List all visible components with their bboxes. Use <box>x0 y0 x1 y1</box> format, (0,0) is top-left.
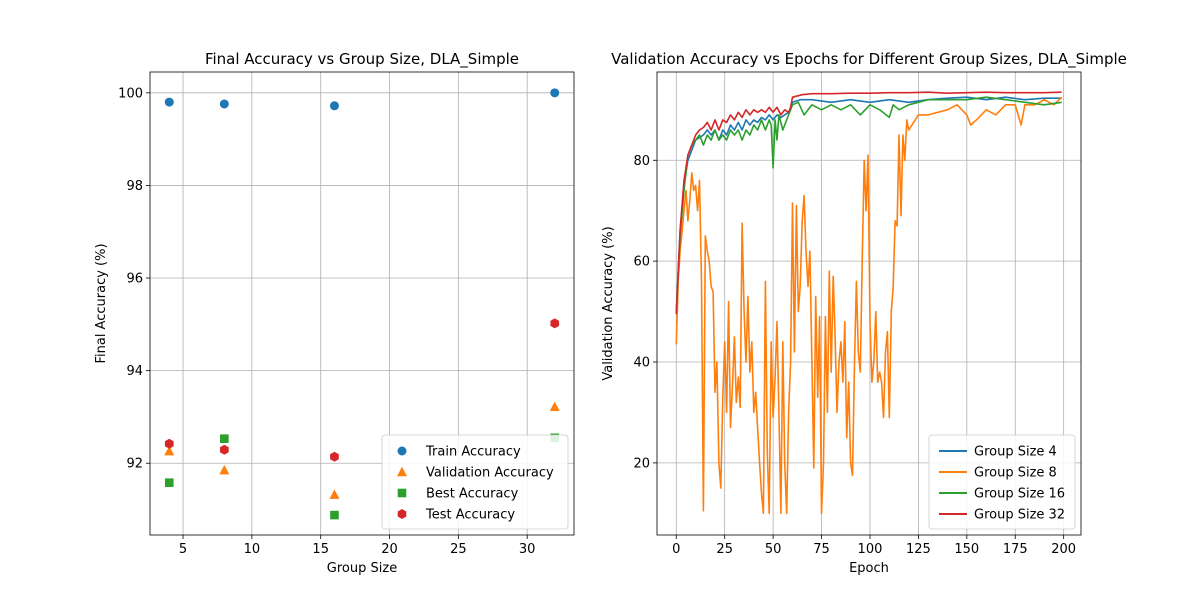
data-point <box>164 438 174 449</box>
y-axis-label: Final Accuracy (%) <box>94 243 109 363</box>
x-tick-label: 25 <box>716 542 733 557</box>
y-tick-label: 60 <box>633 255 650 270</box>
y-tick-label: 96 <box>126 272 143 287</box>
x-tick-label: 5 <box>179 542 187 557</box>
series-validation-accuracy <box>164 401 560 499</box>
legend-marker <box>397 466 407 477</box>
data-point <box>164 478 174 487</box>
y-tick-label: 100 <box>118 86 143 101</box>
series-test-accuracy <box>164 318 560 462</box>
y-tick-label: 80 <box>633 154 650 169</box>
legend-entry: Group Size 16 <box>974 487 1065 502</box>
legend-box <box>381 434 569 530</box>
x-axis-label: Epoch <box>849 561 889 576</box>
data-point <box>220 444 229 455</box>
series-line-group-size-32 <box>675 91 1062 315</box>
x-axis-label: Group Size <box>327 561 397 576</box>
x-tick-label: 0 <box>672 542 680 557</box>
legend-entry: Train Accuracy <box>425 445 521 460</box>
legend-entry: Best Accuracy <box>426 487 519 502</box>
data-point <box>550 318 560 329</box>
series-train-accuracy <box>164 88 560 111</box>
x-tick-label: 125 <box>906 542 931 557</box>
x-tick-label: 150 <box>954 542 979 557</box>
legend-entry: Validation Accuracy <box>426 466 554 481</box>
x-tick-label: 20 <box>381 542 398 557</box>
x-tick-label: 30 <box>519 542 536 557</box>
data-point <box>164 97 174 107</box>
legend-entry: Group Size 8 <box>974 466 1057 481</box>
legend-marker <box>397 509 407 519</box>
legend-box <box>928 434 1076 530</box>
chart-title: Validation Accuracy vs Epochs for Differ… <box>611 50 1127 69</box>
legend: Group Size 4 Group Size 8 Group Size 16 Gro… <box>928 434 1076 530</box>
x-tick-label: 25 <box>450 542 467 557</box>
data-point <box>329 101 339 111</box>
data-point <box>164 445 175 456</box>
y-axis-label: Validation Accuracy (%) <box>601 226 616 380</box>
data-point <box>330 510 339 520</box>
y-tick-label: 94 <box>126 364 143 379</box>
x-tick-label: 15 <box>312 542 329 557</box>
legend-entry: Test Accuracy <box>425 508 515 523</box>
data-point <box>220 434 229 443</box>
data-point <box>219 464 230 475</box>
x-tick-label: 75 <box>813 542 830 557</box>
axes-frame <box>656 71 1082 536</box>
data-point <box>330 451 339 462</box>
scatter-plot-final-accuracy: 5 10 15 20 25 30 92 94 96 98 100 Final Accuracy vs … <box>94 50 575 576</box>
x-tick-label: 100 <box>858 542 883 557</box>
x-tick-label: 50 <box>765 542 782 557</box>
x-tick-label: 10 <box>244 542 261 557</box>
series-line-group-size-16 <box>675 96 1062 312</box>
legend-marker <box>397 488 407 498</box>
legend-entry: Group Size 32 <box>974 508 1065 523</box>
data-point <box>329 489 340 499</box>
x-tick-label: 175 <box>1003 542 1028 557</box>
y-tick-label: 20 <box>633 456 650 471</box>
axes-frame <box>149 71 575 536</box>
line-plot-validation-accuracy: 0 25 50 75 100 125 150 175 200 20 40 60 80 Validation… <box>601 50 1127 576</box>
data-point <box>549 401 560 411</box>
legend: Train Accuracy Validation Accuracy Best Ac… <box>381 434 569 530</box>
x-tick-label: 200 <box>1051 542 1076 557</box>
y-tick-label: 98 <box>126 179 143 194</box>
y-tick-label: 40 <box>633 356 650 371</box>
series-line-group-size-8 <box>675 96 1063 515</box>
data-point <box>550 88 560 98</box>
y-tick-label: 92 <box>126 457 143 472</box>
legend-marker <box>397 446 407 456</box>
legend-entry: Group Size 4 <box>974 445 1057 460</box>
series-line-group-size-4 <box>675 96 1062 312</box>
data-point <box>219 99 229 109</box>
chart-title: Final Accuracy vs Group Size, DLA_Simple <box>205 50 519 69</box>
gridlines <box>150 72 574 535</box>
